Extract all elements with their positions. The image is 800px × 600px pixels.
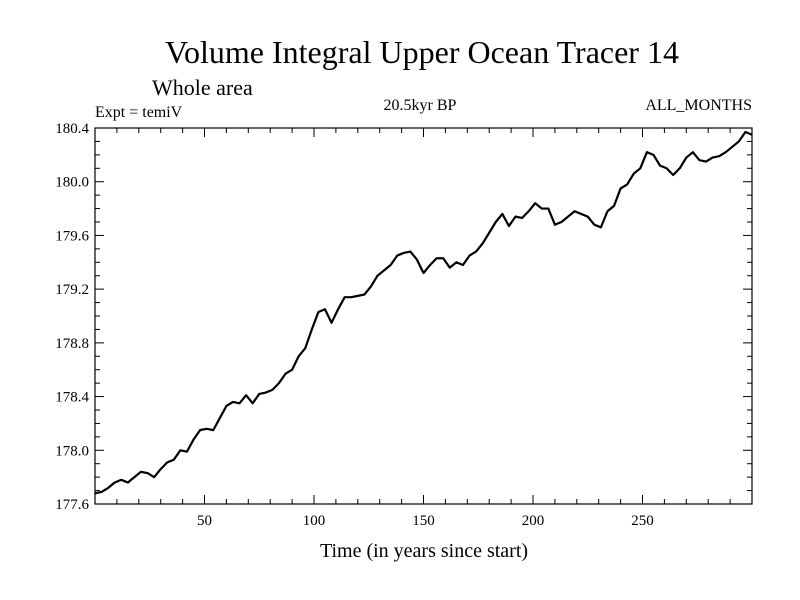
x-tick-label: 150 <box>412 513 435 529</box>
x-axis-tick-labels: 50 100 150 200 250 <box>197 513 654 529</box>
y-tick-label: 179.2 <box>55 282 89 298</box>
y-tick-label: 178.4 <box>55 390 89 406</box>
y-tick-label: 179.6 <box>55 228 89 244</box>
plot-frame <box>94 127 753 505</box>
y-tick-label: 180.4 <box>55 121 89 137</box>
chart-subtitle: Whole area <box>152 75 253 100</box>
experiment-label: Expt = temiV <box>95 104 183 121</box>
months-label: ALL_MONTHS <box>645 97 752 114</box>
x-tick-label: 250 <box>631 513 654 529</box>
period-label: 20.5kyr BP <box>384 97 457 114</box>
y-tick-label: 178.0 <box>55 443 89 459</box>
x-tick-label: 200 <box>522 513 545 529</box>
x-tick-label: 100 <box>303 513 326 529</box>
x-tick-label: 50 <box>197 513 212 529</box>
chart-title: Volume Integral Upper Ocean Tracer 14 <box>165 34 679 70</box>
y-axis-ticks <box>95 140 752 492</box>
y-tick-label: 177.6 <box>55 497 89 513</box>
data-series-line <box>94 130 753 495</box>
y-axis-tick-labels: 177.6 178.0 178.4 178.8 179.2 179.6 180.0 180.4 <box>55 121 89 513</box>
y-tick-label: 178.8 <box>55 336 89 352</box>
x-axis-ticks <box>116 128 731 504</box>
x-axis-label: Time (in years since start) <box>320 540 528 562</box>
y-tick-label: 180.0 <box>55 175 89 191</box>
